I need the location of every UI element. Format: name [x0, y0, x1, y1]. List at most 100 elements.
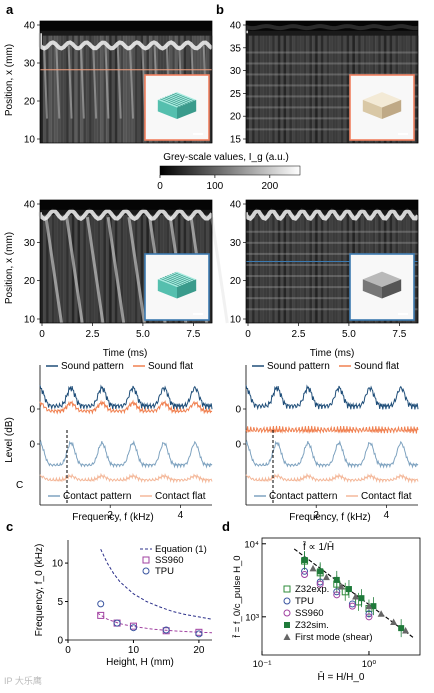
series-sound-flat: [245, 425, 419, 435]
d-point-4: [322, 573, 330, 581]
image-texture: [54, 35, 58, 143]
d-point-4: [337, 583, 345, 590]
ytick-label: 10: [24, 135, 36, 146]
d-xtick-label: 10⁰: [362, 659, 377, 670]
image-texture: [97, 214, 101, 323]
image-texture: [103, 214, 107, 323]
image-texture: [291, 214, 296, 323]
image-texture: [246, 35, 250, 143]
yticks-b-mid: 40 30 20 10: [230, 200, 246, 326]
ytick-label: 20: [24, 97, 36, 108]
image-texture: [65, 214, 70, 323]
image-texture: [140, 214, 144, 323]
image-texture: [260, 35, 264, 143]
image-texture: [334, 214, 339, 323]
c-tpu-point: [129, 624, 137, 632]
image-texture: [57, 214, 61, 323]
image-texture: [289, 35, 293, 143]
d-point-2: [333, 591, 341, 599]
series-contact-flat: [245, 472, 419, 484]
image-b-top: [244, 20, 419, 144]
surface-wave: [38, 33, 214, 51]
image-texture: [289, 214, 293, 323]
image-texture: [266, 35, 270, 143]
row-band: [246, 62, 418, 65]
spectra-ytick-label: 0: [235, 405, 241, 416]
image-texture: [126, 35, 130, 143]
image-texture: [83, 214, 87, 323]
image-texture: [317, 214, 322, 323]
ytick-label: 15: [230, 135, 242, 146]
image-texture: [277, 214, 281, 323]
image-texture: [291, 35, 296, 143]
xticks-b-mid: 0 2.5 5.0 7.5: [245, 323, 407, 340]
image-texture: [268, 214, 273, 323]
ytick-label: 30: [24, 59, 36, 70]
image-texture: [57, 35, 61, 143]
series-sound-pattern: [245, 384, 419, 411]
ylabel-position-top: Position, x (mm): [4, 44, 15, 116]
image-texture: [343, 214, 347, 323]
image-texture: [303, 35, 307, 143]
streak-line: [104, 45, 110, 119]
yticks-a-mid: 40 30 20 10: [24, 200, 40, 326]
spectra-right: Sound pattern Sound flat 0 0 2 4 Contact patte…: [235, 361, 419, 521]
image-texture: [51, 35, 55, 143]
row-band: [246, 117, 418, 120]
image-texture: [271, 214, 276, 323]
image-texture: [340, 35, 344, 143]
image-texture: [131, 35, 136, 143]
legend-sound-pattern: Sound pattern: [61, 361, 124, 372]
image-texture: [140, 35, 144, 143]
cube-top: [362, 92, 402, 108]
d-legend-label: Z32sim.: [295, 620, 329, 631]
image-texture: [42, 35, 47, 143]
image-texture: [123, 214, 127, 323]
image-texture: [60, 214, 64, 323]
image-texture: [314, 35, 319, 143]
c-ytick-label: 5: [57, 597, 63, 608]
legend-sound-pattern: Sound pattern: [267, 361, 330, 372]
series-sound-pattern: [39, 384, 213, 411]
streak-line: [43, 45, 48, 119]
left-cut-letter: C: [16, 480, 23, 491]
image-texture: [266, 214, 270, 323]
ytick-label: 10: [24, 315, 36, 326]
d-ylabel: f̄ = f_0/c_pulse H_0: [232, 555, 243, 638]
d-annotation: f̄ ∝ 1/H̄: [302, 540, 334, 553]
d-xtick-label: 10⁻¹: [253, 659, 272, 670]
image-texture: [326, 35, 330, 143]
image-texture: [128, 35, 133, 143]
wavefront-line: [106, 217, 126, 324]
wavefront-line: [85, 217, 105, 324]
ytick-label: 30: [230, 66, 242, 77]
image-texture: [300, 35, 304, 143]
row-band: [246, 308, 418, 311]
xtick-label: 7.5: [186, 329, 200, 340]
d-legend-label: First mode (shear): [295, 632, 373, 643]
cube-pattern: [172, 273, 192, 282]
d-legend-swatch: [283, 609, 291, 617]
image-texture: [346, 35, 350, 143]
image-texture: [306, 214, 310, 323]
image-texture: [306, 35, 310, 143]
d-ytick-label: 10⁴: [244, 539, 259, 550]
image-texture: [323, 214, 327, 323]
image-texture: [100, 35, 104, 143]
colorbar-ticks: 0 100 200: [157, 175, 279, 192]
image-texture: [320, 214, 324, 323]
image-texture: [134, 35, 138, 143]
d-legend-swatch: [283, 633, 291, 640]
d-point-1: [365, 610, 373, 618]
scale-bar: [398, 133, 408, 135]
c-legend-swatch-tpu: [142, 567, 150, 575]
image-texture: [340, 214, 344, 323]
image-texture: [83, 35, 87, 143]
image-texture: [48, 214, 52, 323]
ytick-label: 40: [24, 21, 36, 32]
image-texture: [286, 35, 290, 143]
image-texture: [260, 214, 264, 323]
image-texture: [415, 214, 419, 323]
image-a-mid: [38, 199, 229, 324]
